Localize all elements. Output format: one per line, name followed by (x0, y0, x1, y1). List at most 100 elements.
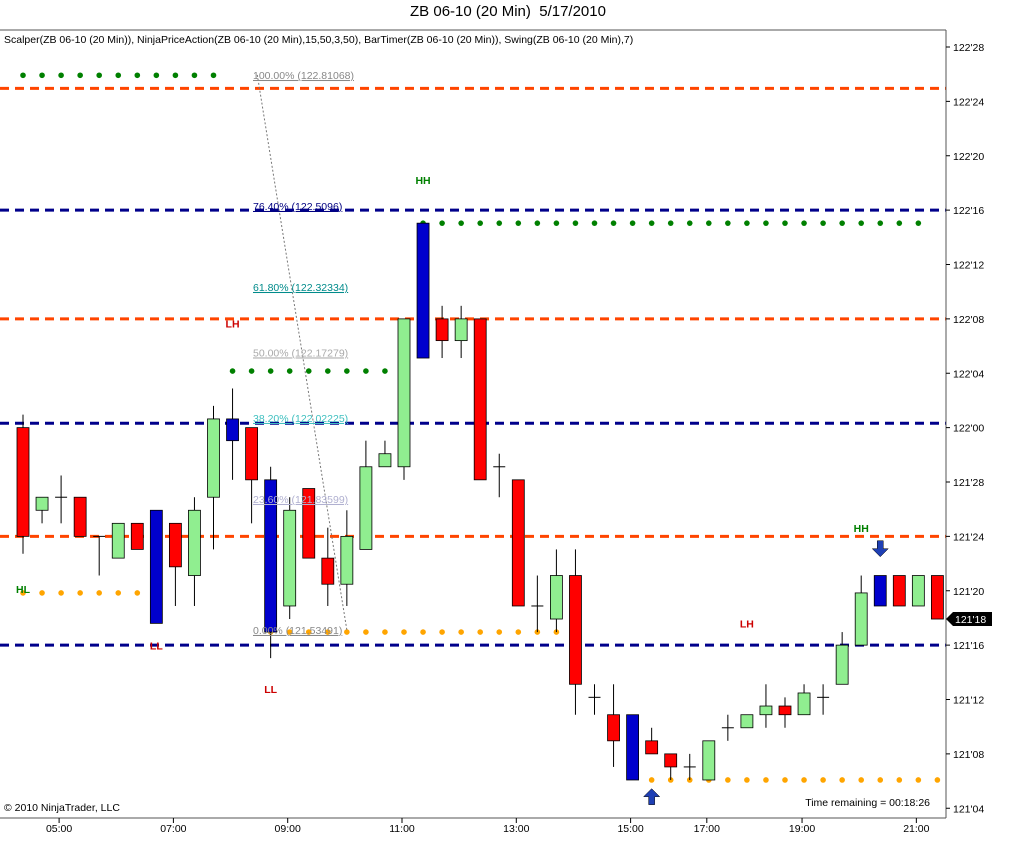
candle-body (740, 714, 754, 729)
candle[interactable] (302, 488, 316, 559)
candle[interactable] (931, 575, 944, 620)
candle[interactable] (283, 497, 297, 620)
x-tick-label: 17:00 (694, 823, 720, 835)
candle[interactable] (435, 305, 449, 359)
candle[interactable] (702, 740, 716, 781)
x-tick-label: 13:00 (503, 823, 529, 835)
swing-labels: HH LH HL LL LL LH HH (16, 175, 869, 696)
candle-body (550, 575, 563, 620)
candle-body (321, 557, 335, 585)
candle[interactable] (454, 305, 468, 359)
candle[interactable] (854, 575, 868, 646)
scalper-dot (801, 220, 807, 226)
candle[interactable] (207, 405, 220, 550)
candle[interactable] (588, 684, 601, 715)
candle[interactable] (93, 535, 106, 576)
candle-body (302, 488, 316, 559)
candle[interactable] (645, 727, 659, 755)
scalper-dot (96, 72, 102, 79)
scalper-dot (820, 777, 826, 783)
scalper-dot (77, 72, 83, 79)
candle[interactable] (493, 453, 506, 498)
candle[interactable] (35, 496, 49, 524)
candle[interactable] (168, 522, 182, 606)
candle[interactable] (340, 510, 354, 606)
candle[interactable] (473, 318, 487, 481)
candle[interactable] (740, 714, 754, 729)
candle[interactable] (416, 222, 430, 359)
candle[interactable] (511, 479, 525, 607)
candle-body (892, 575, 906, 607)
candle[interactable] (759, 684, 773, 728)
scalper-dot (172, 72, 179, 79)
candle[interactable] (569, 549, 582, 715)
scalper-dot (39, 590, 45, 596)
candle[interactable] (188, 497, 201, 606)
x-tick-label: 05:00 (46, 823, 72, 835)
candle-body (283, 509, 297, 607)
arrow-up-icon (643, 788, 661, 805)
candle[interactable] (892, 575, 906, 607)
scalper-dot (58, 590, 64, 596)
scalper-dot (344, 629, 350, 635)
candle[interactable] (73, 496, 87, 537)
swing-label: LL (150, 640, 163, 652)
candle-body (111, 522, 125, 559)
y-tick-label: 121'20 (953, 586, 984, 598)
candle[interactable] (55, 475, 68, 524)
candle[interactable] (835, 632, 849, 685)
scalper-dot (877, 220, 884, 226)
candle[interactable] (778, 697, 792, 728)
candle-body (35, 496, 49, 511)
x-tick-label: 15:00 (617, 823, 643, 835)
candle[interactable] (16, 414, 30, 554)
candle-body (664, 753, 678, 768)
candle[interactable] (378, 440, 392, 468)
candle[interactable] (797, 684, 811, 716)
candle[interactable] (683, 753, 696, 780)
fib-level-label: 23.60% (121.83599) (253, 494, 348, 506)
candle[interactable] (911, 575, 925, 607)
candle[interactable] (531, 575, 544, 633)
candle-body (168, 522, 182, 568)
scalper-dot (39, 72, 45, 79)
candle[interactable] (321, 527, 335, 606)
scalper-dot (305, 629, 312, 635)
candle-body (569, 575, 582, 685)
candle[interactable] (664, 753, 678, 780)
scalper-dot (229, 368, 236, 374)
candle[interactable] (817, 684, 830, 715)
time-axis[interactable]: 05:00 07:00 09:00 11:00 13:00 15:00 17:00 19:00… (46, 818, 930, 835)
time-remaining: Time remaining = 00:18:26 (805, 797, 930, 809)
candle[interactable] (130, 522, 144, 550)
price-axis[interactable]: 122'28 122'24 122'20 122'16 122'12 122'08 122'… (946, 42, 984, 815)
candle[interactable] (245, 427, 259, 524)
candle[interactable] (397, 318, 411, 480)
candle[interactable] (607, 684, 620, 767)
candle-body (73, 496, 87, 537)
candle[interactable] (721, 714, 734, 741)
fib-level-label: 76.40% (122.5096) (253, 201, 342, 213)
swing-label: LH (740, 619, 754, 631)
fib-level-label: 0.00% (121.53491) (253, 625, 342, 637)
fibonacci-labels: 100.00% (122.81068) 76.40% (122.5096) 61.8… (253, 70, 354, 637)
candle[interactable] (149, 509, 163, 624)
fib-level-label: 100.00% (122.81068) (253, 70, 354, 82)
candle[interactable] (111, 522, 125, 559)
scalper-dot (401, 629, 407, 635)
candle[interactable] (873, 575, 887, 607)
x-tick-label: 07:00 (160, 823, 186, 835)
candle-body (702, 740, 716, 781)
scalper-dots (20, 72, 941, 783)
scalper-dot (115, 72, 122, 79)
candle[interactable] (550, 549, 563, 633)
candle[interactable] (226, 388, 239, 480)
candle[interactable] (359, 440, 373, 550)
y-tick-label: 121'04 (953, 803, 984, 815)
candle[interactable] (264, 466, 278, 659)
candle-body (778, 705, 792, 716)
candle[interactable] (626, 714, 639, 781)
scalper-dot (553, 220, 560, 226)
candle-body (645, 740, 659, 755)
